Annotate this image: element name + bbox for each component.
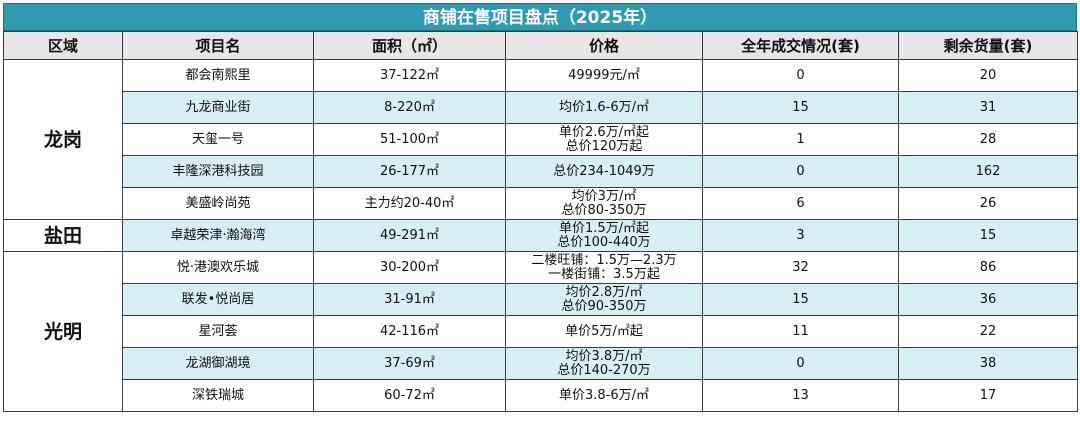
price-line: 一楼街铺：3.5万起 (548, 266, 660, 282)
area-cell: 8-220㎡ (313, 91, 506, 124)
area-cell: 26-177㎡ (313, 155, 506, 188)
region-cell: 光明 (3, 251, 123, 412)
price-line: 49999元/㎡ (568, 67, 640, 83)
sold-cell: 11 (702, 315, 899, 348)
remaining-cell: 38 (898, 347, 1078, 380)
price-line: 单价5万/㎡起 (565, 323, 643, 339)
price-line: 单价2.6万/㎡起 (558, 124, 650, 140)
price-line: 总价100-440万 (557, 234, 651, 250)
region-cell: 盐田 (3, 219, 123, 252)
table-title: 商铺在售项目盘点（2025年） (3, 3, 1077, 31)
price-cell: 单价5万/㎡起 (505, 315, 703, 348)
area-cell: 31-91㎡ (313, 283, 506, 316)
project-name-cell: 卓越荣津·瀚海湾 (122, 219, 314, 252)
sold-cell: 0 (702, 59, 899, 92)
price-line: 单价3.8-6万/㎡ (558, 387, 650, 403)
price-line: 总价140-270万 (557, 362, 651, 378)
price-line: 总价234-1049万 (553, 163, 655, 179)
price-cell: 均价3.8万/㎡ 总价140-270万 (505, 347, 703, 380)
sold-cell: 0 (702, 155, 899, 188)
project-name-cell: 都会南熙里 (122, 59, 314, 92)
region-cell: 龙岗 (3, 59, 123, 220)
header-sold: 全年成交情况(套) (702, 31, 899, 60)
area-cell: 51-100㎡ (313, 123, 506, 156)
area-cell: 30-200㎡ (313, 251, 506, 284)
price-line: 均价3万/㎡ (571, 188, 637, 204)
sold-cell: 0 (702, 347, 899, 380)
area-cell: 37-122㎡ (313, 59, 506, 92)
remaining-cell: 15 (898, 219, 1078, 252)
project-name-cell: 龙湖御湖境 (122, 347, 314, 380)
project-name-cell: 天玺一号 (122, 123, 314, 156)
projects-table: 区域 项目名 面积（㎡） 价格 全年成交情况(套) 剩余货量(套) 龙岗 都会南熙… (3, 31, 1078, 412)
price-line: 单价1.5万/㎡起 (558, 220, 650, 236)
table-body: 龙岗 都会南熙里 37-122㎡ 49999元/㎡ 0 20 九龙商业街 8-220㎡ 均价1.… (3, 59, 1078, 412)
project-name-cell: 丰隆深港科技园 (122, 155, 314, 188)
header-row: 区域 项目名 面积（㎡） 价格 全年成交情况(套) 剩余货量(套) (3, 31, 1078, 60)
price-cell: 49999元/㎡ (505, 59, 703, 92)
table-row: 光明 悦·港澳欢乐城 30-200㎡ 二楼旺铺：1.5万—2.3万 一楼街铺：3.5万起… (3, 251, 1078, 412)
header-area: 面积（㎡） (313, 31, 506, 60)
table-row: 美盛岭尚苑 主力约20-40㎡ 均价3万/㎡ 总价80-350万 6 26 (4, 187, 1078, 220)
table-row: 天玺一号 51-100㎡ 单价2.6万/㎡起 总价120万起 1 28 (4, 123, 1078, 156)
sold-cell: 15 (702, 91, 899, 124)
remaining-cell: 17 (898, 379, 1078, 412)
table-row: 星河荟 42-116㎡ 单价5万/㎡起 11 22 (4, 315, 1078, 348)
remaining-cell: 31 (898, 91, 1078, 124)
table-row: 深铁瑞城 60-72㎡ 单价3.8-6万/㎡ 13 17 (4, 379, 1078, 412)
remaining-cell: 86 (898, 251, 1078, 284)
header-region: 区域 (3, 31, 123, 60)
table-row: 龙湖御湖境 37-69㎡ 均价3.8万/㎡ 总价140-270万 0 38 (4, 347, 1078, 380)
price-cell: 均价1.6-6万/㎡ (505, 91, 703, 124)
header-remaining: 剩余货量(套) (898, 31, 1078, 60)
header-price: 价格 (505, 31, 703, 60)
table-row: 联发•悦尚居 31-91㎡ 均价2.8万/㎡ 总价90-350万 15 36 (4, 283, 1078, 316)
remaining-cell: 28 (898, 123, 1078, 156)
price-cell: 单价2.6万/㎡起 总价120万起 (505, 123, 703, 156)
sold-cell: 32 (702, 251, 899, 284)
area-cell: 主力约20-40㎡ (313, 187, 506, 220)
table-row: 九龙商业街 8-220㎡ 均价1.6-6万/㎡ 15 31 (4, 91, 1078, 124)
price-line: 总价120万起 (565, 138, 643, 154)
table-row: 丰隆深港科技园 26-177㎡ 总价234-1049万 0 162 (4, 155, 1078, 188)
area-cell: 37-69㎡ (313, 347, 506, 380)
sold-cell: 1 (702, 123, 899, 156)
price-cell: 均价2.8万/㎡ 总价90-350万 (505, 283, 703, 316)
price-line: 总价80-350万 (561, 202, 647, 218)
table-row: 龙岗 都会南熙里 37-122㎡ 49999元/㎡ 0 20 (3, 59, 1078, 220)
remaining-cell: 20 (898, 59, 1078, 92)
header-name: 项目名 (122, 31, 314, 60)
remaining-cell: 26 (898, 187, 1078, 220)
price-cell: 二楼旺铺：1.5万—2.3万 一楼街铺：3.5万起 (505, 251, 703, 284)
sold-cell: 15 (702, 283, 899, 316)
remaining-cell: 162 (898, 155, 1078, 188)
remaining-cell: 22 (898, 315, 1078, 348)
price-line: 均价3.8万/㎡ (565, 348, 643, 364)
price-cell: 均价3万/㎡ 总价80-350万 (505, 187, 703, 220)
area-cell: 60-72㎡ (313, 379, 506, 412)
price-line: 总价90-350万 (561, 298, 647, 314)
project-name-cell: 悦·港澳欢乐城 (122, 251, 314, 284)
sold-cell: 3 (702, 219, 899, 252)
project-name-cell: 美盛岭尚苑 (122, 187, 314, 220)
project-name-cell: 九龙商业街 (122, 91, 314, 124)
price-line: 二楼旺铺：1.5万—2.3万 (531, 252, 677, 268)
project-name-cell: 深铁瑞城 (122, 379, 314, 412)
area-cell: 49-291㎡ (313, 219, 506, 252)
price-cell: 单价1.5万/㎡起 总价100-440万 (505, 219, 703, 252)
project-name-cell: 联发•悦尚居 (122, 283, 314, 316)
sold-cell: 6 (702, 187, 899, 220)
table-row: 盐田 卓越荣津·瀚海湾 49-291㎡ 单价1.5万/㎡起 总价100-440万 3 15 (3, 219, 1078, 252)
price-cell: 单价3.8-6万/㎡ (505, 379, 703, 412)
table-container: 商铺在售项目盘点（2025年） 区域 项目名 面积（㎡） 价格 全年成交情况(套… (3, 3, 1078, 412)
price-line: 均价1.6-6万/㎡ (558, 99, 650, 115)
sold-cell: 13 (702, 379, 899, 412)
price-line: 均价2.8万/㎡ (565, 284, 643, 300)
price-cell: 总价234-1049万 (505, 155, 703, 188)
project-name-cell: 星河荟 (122, 315, 314, 348)
remaining-cell: 36 (898, 283, 1078, 316)
area-cell: 42-116㎡ (313, 315, 506, 348)
